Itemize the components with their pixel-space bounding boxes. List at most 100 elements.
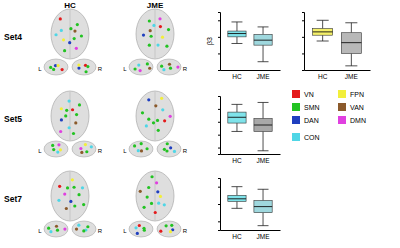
brain-node bbox=[74, 121, 77, 124]
brain-node bbox=[168, 63, 171, 66]
box-body bbox=[254, 119, 272, 132]
brain-dorsal bbox=[51, 9, 89, 59]
brain-lateral bbox=[72, 221, 96, 237]
y-tick-mark bbox=[218, 221, 220, 222]
column-label: HC bbox=[64, 1, 76, 10]
brain-node bbox=[77, 193, 80, 196]
brain-node bbox=[64, 114, 67, 117]
brain-node bbox=[156, 119, 159, 122]
brain-panel: LR bbox=[123, 171, 188, 237]
side-label: R bbox=[183, 228, 188, 234]
row-label: Set5 bbox=[4, 114, 22, 124]
brain-node bbox=[156, 190, 159, 193]
brain-node bbox=[85, 150, 88, 153]
box bbox=[254, 102, 272, 150]
box bbox=[228, 187, 246, 209]
legend-label: VN bbox=[304, 91, 314, 98]
brain-node bbox=[49, 230, 52, 233]
brain-panel: LR bbox=[38, 91, 103, 157]
y-axis bbox=[302, 13, 305, 71]
brain-node bbox=[140, 149, 143, 152]
x-tick-label: JME bbox=[345, 73, 359, 80]
brain-node bbox=[136, 232, 139, 235]
lower-whisker bbox=[236, 201, 237, 208]
brain-node bbox=[169, 230, 172, 233]
brain-node bbox=[78, 103, 81, 106]
brain-lateral bbox=[157, 59, 181, 75]
box-body bbox=[228, 31, 246, 37]
y-tick-mark bbox=[218, 70, 220, 71]
brain-node bbox=[143, 229, 146, 232]
box-chart: HCJMEβ3 bbox=[206, 13, 281, 80]
brain-lateral bbox=[129, 59, 153, 75]
brain-node bbox=[152, 121, 155, 124]
x-tick: HC bbox=[232, 233, 242, 240]
y-tick bbox=[218, 204, 220, 205]
brain-node bbox=[66, 186, 69, 189]
brain-node bbox=[51, 144, 54, 147]
brain-node bbox=[137, 149, 140, 152]
legend-entry: VAN bbox=[338, 103, 364, 111]
brain-node bbox=[72, 186, 75, 189]
x-axis: HCJME bbox=[221, 155, 281, 164]
y-tick bbox=[218, 37, 220, 38]
brain-node bbox=[56, 150, 59, 153]
brain-node bbox=[154, 104, 157, 107]
min-cap bbox=[345, 65, 357, 66]
brain-panel: LR bbox=[38, 9, 103, 75]
legend-label: DAN bbox=[304, 117, 319, 124]
brain-node bbox=[146, 62, 149, 65]
side-label: L bbox=[38, 228, 42, 234]
box bbox=[341, 23, 361, 66]
side-label: L bbox=[38, 66, 42, 72]
plot-area bbox=[228, 102, 272, 150]
brain-panel: LR bbox=[123, 91, 188, 157]
box bbox=[228, 104, 246, 131]
y-tick-mark bbox=[218, 20, 220, 21]
legend-label: CON bbox=[304, 134, 320, 141]
y-tick bbox=[218, 109, 220, 110]
legend-entry: SMN bbox=[292, 103, 320, 111]
brain-node bbox=[159, 230, 162, 233]
x-tick: HC bbox=[232, 73, 242, 80]
lower-whisker bbox=[322, 35, 323, 41]
x-tick-label: JME bbox=[257, 157, 271, 164]
brain-node bbox=[61, 68, 64, 71]
brain-node bbox=[57, 143, 60, 146]
brain-node bbox=[142, 34, 145, 37]
brain-node bbox=[134, 226, 137, 229]
brain-node bbox=[80, 34, 83, 37]
brain-node bbox=[71, 178, 74, 181]
lower-whisker bbox=[263, 45, 264, 62]
brain-node bbox=[59, 130, 62, 133]
brain-node bbox=[154, 211, 157, 214]
brain-node bbox=[47, 227, 50, 230]
legend-swatch bbox=[292, 90, 300, 98]
brain-node bbox=[142, 206, 145, 209]
x-tick-label: HC bbox=[232, 73, 242, 80]
legend-label: SMN bbox=[304, 104, 320, 111]
brain-node bbox=[159, 25, 162, 28]
legend-swatch bbox=[292, 133, 300, 141]
brain-node bbox=[147, 186, 150, 189]
y-tick bbox=[218, 187, 220, 188]
max-cap bbox=[231, 21, 242, 22]
box bbox=[228, 22, 246, 44]
y-axis-title: β3 bbox=[206, 37, 214, 45]
y-tick-mark bbox=[218, 37, 220, 38]
brain-node bbox=[138, 224, 141, 227]
min-cap bbox=[317, 41, 329, 42]
brain-node bbox=[65, 109, 68, 112]
min-cap bbox=[231, 43, 242, 44]
brain-node bbox=[140, 142, 143, 145]
x-tick-label: HC bbox=[318, 73, 328, 80]
brain-node bbox=[145, 147, 148, 150]
y-tick bbox=[218, 53, 220, 54]
brain-lateral bbox=[72, 141, 96, 157]
brain-node bbox=[60, 29, 63, 32]
legend-entry: VN bbox=[292, 90, 314, 98]
brain-node bbox=[73, 29, 76, 32]
min-cap bbox=[258, 225, 269, 226]
brain-node bbox=[68, 126, 71, 129]
side-label: R bbox=[98, 228, 103, 234]
